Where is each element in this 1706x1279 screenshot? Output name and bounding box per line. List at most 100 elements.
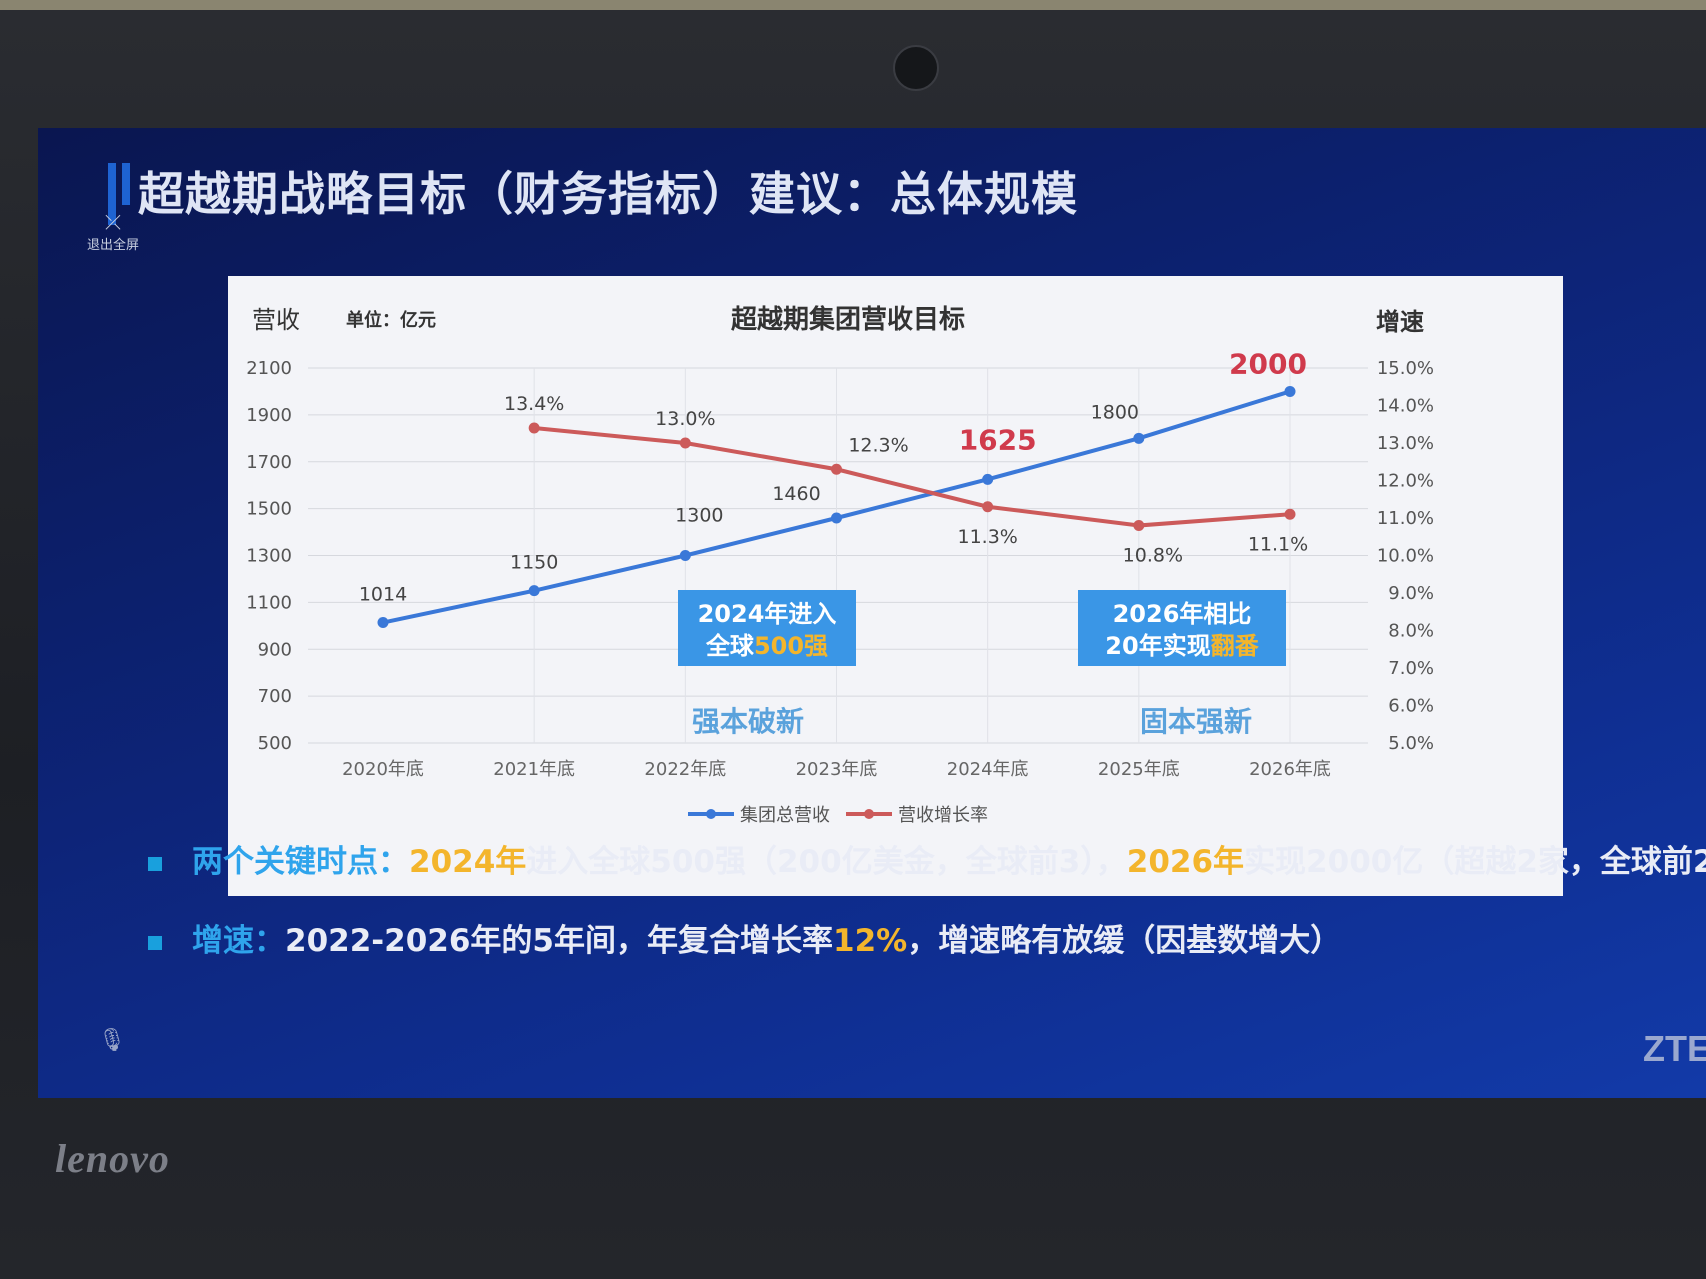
y2-tick-label: 8.0% bbox=[1388, 621, 1434, 642]
y-tick-label: 1900 bbox=[246, 405, 292, 426]
callout-text: 2024年进入 bbox=[698, 600, 837, 628]
callout-highlight: 翻番 bbox=[1211, 632, 1260, 660]
slide-title: 超越期战略目标（财务指标）建议：总体规模 bbox=[138, 167, 1078, 221]
callout-text: 20年实现翻番 bbox=[1105, 632, 1259, 660]
callout-text-part: 20年实现 bbox=[1105, 632, 1210, 660]
y2-tick-label: 15.0% bbox=[1377, 358, 1434, 379]
y-axis-label: 营收 bbox=[252, 306, 300, 334]
y-tick-label: 1300 bbox=[246, 546, 292, 567]
webcam bbox=[893, 45, 939, 91]
bullet-label: 增速： bbox=[192, 923, 285, 959]
y2-tick-label: 6.0% bbox=[1388, 696, 1434, 717]
data-label: 13.4% bbox=[504, 393, 564, 415]
legend-marker bbox=[706, 809, 716, 819]
y2-tick-label: 12.0% bbox=[1377, 471, 1434, 492]
data-label: 13.0% bbox=[655, 408, 715, 430]
bullet-text: 实现2000亿（超越2家，全球前2 bbox=[1244, 844, 1706, 880]
legend-marker bbox=[864, 809, 874, 819]
exit-fullscreen-icon: ⤫ bbox=[105, 210, 121, 234]
microphone-icon[interactable]: 🎙 bbox=[98, 1028, 126, 1053]
data-label: 1460 bbox=[772, 483, 820, 505]
x-tick-label: 2022年底 bbox=[644, 759, 726, 780]
data-point bbox=[528, 585, 540, 597]
bullet-square-icon bbox=[148, 856, 162, 871]
revenue-chart: 超越期集团营收目标 营收 单位：亿元 增速 2100 1900 1700 1500 1300 11… bbox=[246, 304, 1434, 826]
data-point bbox=[1133, 432, 1145, 444]
zte-logo: ZTE bbox=[1643, 1028, 1706, 1069]
callout-box bbox=[1078, 590, 1286, 666]
lenovo-logo: lenovo bbox=[55, 1136, 170, 1181]
callout-box bbox=[678, 590, 856, 666]
y2-tick-label: 13.0% bbox=[1377, 433, 1434, 454]
y2-tick-label: 9.0% bbox=[1388, 583, 1434, 604]
data-label: 11.3% bbox=[957, 526, 1017, 548]
bullet-text: 进入全球500强（200亿美金，全球前3）， bbox=[526, 844, 1127, 880]
title-accent-bar bbox=[108, 163, 134, 233]
bullet-highlight: 2024年 bbox=[409, 844, 527, 880]
legend-label: 营收增长率 bbox=[898, 805, 988, 826]
phase-label: 强本破新 bbox=[692, 705, 804, 738]
x-tick-label: 2023年底 bbox=[796, 759, 878, 780]
data-point bbox=[679, 550, 691, 561]
exit-fullscreen-label: 退出全屏 bbox=[86, 238, 139, 253]
data-label: 1150 bbox=[510, 552, 558, 574]
data-label: 1300 bbox=[675, 505, 723, 527]
data-point bbox=[982, 501, 994, 513]
y2-tick-label: 10.0% bbox=[1377, 546, 1434, 567]
data-point bbox=[528, 422, 540, 434]
unit-label: 单位：亿元 bbox=[346, 309, 436, 331]
x-tick-label: 2021年底 bbox=[493, 759, 575, 780]
data-point bbox=[1133, 520, 1145, 531]
x-tick-label: 2025年底 bbox=[1098, 759, 1180, 780]
bullet-highlight: 2026年 bbox=[1126, 844, 1245, 880]
data-label: 12.3% bbox=[848, 434, 908, 456]
y-tick-label: 1700 bbox=[246, 452, 292, 473]
y2-axis-label: 增速 bbox=[1376, 308, 1424, 336]
callout-highlight: 500强 bbox=[754, 632, 828, 660]
data-label: 2000 bbox=[1229, 347, 1307, 380]
y2-tick-label: 14.0% bbox=[1377, 396, 1434, 417]
laptop-lid-edge bbox=[0, 0, 1706, 10]
exit-fullscreen-button[interactable]: ⤫ 退出全屏 bbox=[78, 210, 148, 253]
bullet-highlight: 12% bbox=[833, 923, 908, 959]
callout-text: 2026年相比 bbox=[1113, 600, 1252, 628]
y-tick-label: 1100 bbox=[246, 592, 292, 613]
x-tick-label: 2020年底 bbox=[342, 759, 424, 780]
y2-tick-label: 7.0% bbox=[1388, 658, 1434, 679]
y-tick-label: 900 bbox=[258, 639, 292, 660]
callout-text-part: 全球 bbox=[705, 632, 755, 660]
bullet-square-icon bbox=[148, 935, 162, 950]
y-tick-label: 700 bbox=[258, 686, 292, 707]
data-point bbox=[982, 473, 994, 485]
bullet-label: 两个关键时点： bbox=[192, 844, 409, 880]
data-point bbox=[831, 463, 842, 475]
data-point bbox=[377, 617, 389, 629]
callout-text: 全球500强 bbox=[705, 632, 828, 660]
chart-title: 超越期集团营收目标 bbox=[731, 304, 965, 335]
phase-label: 固本强新 bbox=[1140, 705, 1252, 738]
data-point bbox=[1284, 385, 1296, 397]
y2-tick-label: 11.0% bbox=[1377, 508, 1434, 529]
data-label: 1625 bbox=[959, 423, 1037, 456]
y2-tick-label: 5.0% bbox=[1388, 733, 1434, 754]
y-tick-label: 500 bbox=[258, 733, 292, 754]
bullet-key-milestones: 两个关键时点：2024年进入全球500强（200亿美金，全球前3），2026年实… bbox=[148, 836, 1706, 881]
series-line-growth bbox=[533, 426, 1291, 528]
data-label: 10.8% bbox=[1123, 545, 1183, 567]
data-label: 11.1% bbox=[1248, 533, 1308, 555]
data-point bbox=[831, 512, 842, 524]
data-point bbox=[1284, 508, 1296, 520]
x-tick-label: 2026年底 bbox=[1249, 759, 1331, 780]
bullet-text: 2022-2026年的5年间，年复合增长率 bbox=[285, 923, 833, 959]
y-tick-label: 2100 bbox=[246, 358, 292, 379]
legend-label: 集团总营收 bbox=[740, 805, 830, 826]
data-label: 1014 bbox=[359, 584, 407, 606]
x-tick-label: 2024年底 bbox=[947, 759, 1029, 780]
presentation-screen: 超越期战略目标（财务指标）建议：总体规模 ⤫ 退出全屏 超越期集团营收目标 营收 单… bbox=[38, 128, 1706, 1098]
chart-panel: 超越期集团营收目标 营收 单位：亿元 增速 2100 1900 1700 1500 1300 11… bbox=[228, 276, 1563, 896]
data-point bbox=[679, 437, 691, 449]
y-tick-label: 1500 bbox=[246, 499, 292, 520]
bullet-growth-rate: 增速：2022-2026年的5年间，年复合增长率12%，增速略有放缓（因基数增大… bbox=[148, 915, 1341, 960]
data-label: 1800 bbox=[1091, 401, 1139, 423]
bullet-text: ，增速略有放缓（因基数增大） bbox=[907, 923, 1342, 959]
